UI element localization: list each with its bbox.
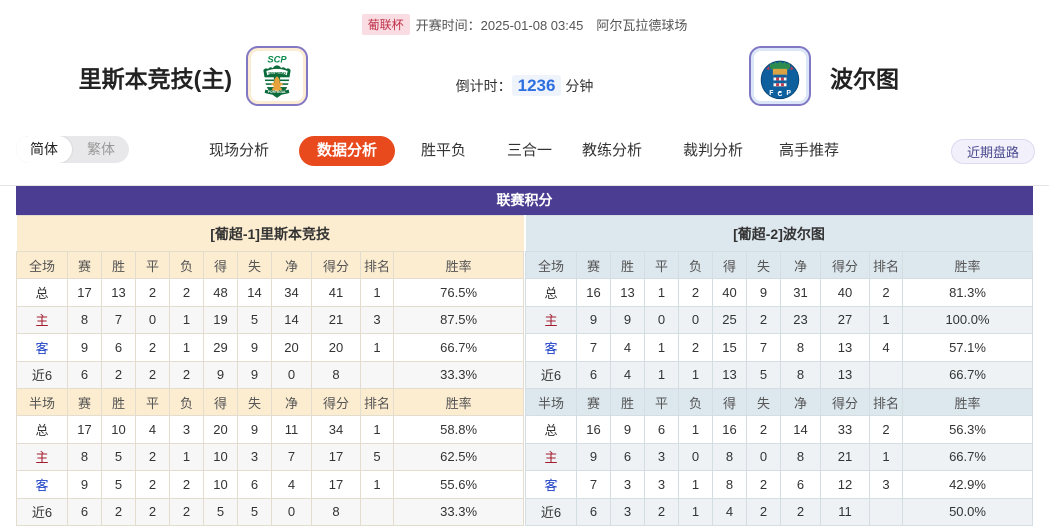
svg-text:SPORTING: SPORTING xyxy=(268,70,286,75)
svg-text:SCP: SCP xyxy=(267,54,287,64)
